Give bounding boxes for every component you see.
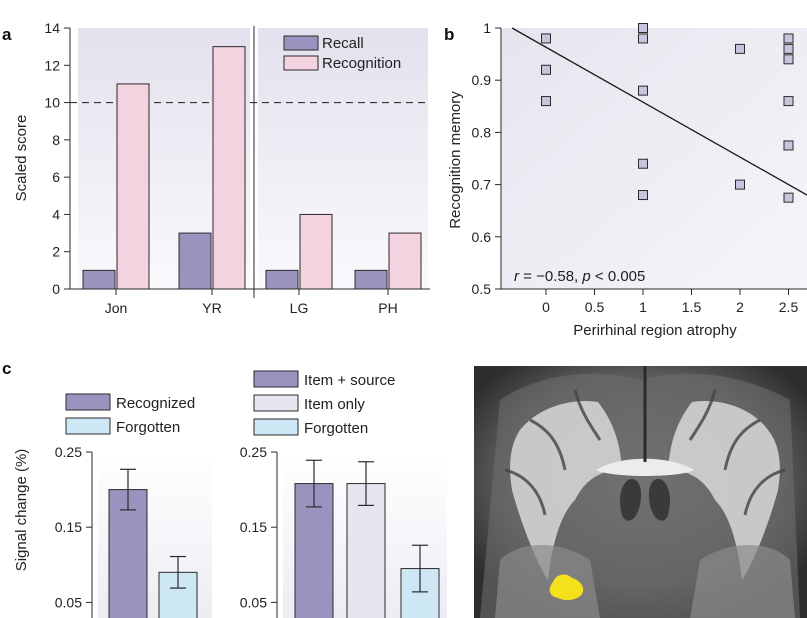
panel-b-background bbox=[501, 28, 807, 289]
legend-swatch-item-source bbox=[253, 370, 299, 388]
legend-label-recognized: Recognized bbox=[116, 395, 195, 412]
panel-b-y-tick-label: 1 bbox=[483, 20, 491, 36]
legend-swatch-recognized bbox=[65, 393, 111, 411]
panel-a-y-axis-label: Scaled score bbox=[13, 115, 30, 202]
panel-b-x-tick-label: 2 bbox=[736, 299, 744, 315]
panel-b-data-point bbox=[783, 96, 794, 107]
mri-ventricle-right bbox=[648, 479, 670, 521]
legend-swatch-forgotten-right bbox=[253, 418, 299, 436]
panel-b-data-point bbox=[638, 85, 648, 96]
panel-a-bar-recall-yr bbox=[178, 232, 212, 290]
panel-b-y-tick-label: 0.5 bbox=[472, 281, 492, 297]
panel-c-left-chart: 0.05 0.15 0.25 Signal change (%) Recognize… bbox=[13, 393, 212, 618]
panel-a-y-tick-label: 8 bbox=[52, 132, 60, 148]
panel-c-right-chart: 0.05 0.15 0.25 Item + source Item only For… bbox=[240, 370, 447, 618]
mri-temporal-lobe-right bbox=[690, 545, 795, 618]
panel-a-bar-recognition-lg bbox=[299, 213, 333, 290]
panel-c-left-legend: Recognized Forgotten bbox=[65, 393, 195, 436]
panel-a-bar-recognition-ph bbox=[388, 232, 422, 290]
panel-c-y-axis-label: Signal change (%) bbox=[13, 449, 30, 572]
panel-b-data-point bbox=[783, 43, 794, 54]
panel-letter-b: b bbox=[444, 25, 454, 44]
panel-c-right-y-tick-label: 0.15 bbox=[240, 519, 267, 535]
panel-c-right-bar-item-only bbox=[346, 483, 386, 618]
panel-b-x-tick-label: 0 bbox=[542, 299, 550, 315]
panel-b-data-point bbox=[735, 43, 745, 54]
panel-a-bar-recognition-jon bbox=[116, 83, 150, 290]
panel-c-right-legend: Item + source Item only Forgotten bbox=[253, 370, 395, 437]
panel-b-y-tick-label: 0.9 bbox=[472, 72, 492, 88]
panel-a-y-tick-label: 0 bbox=[52, 281, 60, 297]
legend-swatch-recall bbox=[283, 35, 319, 51]
legend-label-item-source: Item + source bbox=[304, 372, 395, 389]
panel-b-y-tick-label: 0.7 bbox=[472, 177, 492, 193]
panel-a-bar-recognition-yr bbox=[212, 46, 246, 290]
panel-a-x-tick-label: PH bbox=[378, 300, 397, 316]
mri-temporal-lobe-left bbox=[495, 545, 600, 618]
panel-a-x-tick-label: LG bbox=[290, 300, 309, 316]
panel-c-left-y-tick-label: 0.05 bbox=[55, 594, 82, 610]
panel-c-right-bar-forgotten bbox=[400, 568, 440, 618]
panel-a-recall-recognition-chart: 0 2 4 6 8 10 12 14 Jon YR LG PH Scaled score Recall… bbox=[13, 20, 430, 316]
panel-b-x-axis-label: Perirhinal region atrophy bbox=[573, 322, 737, 339]
panel-a-legend: Recall Recognition bbox=[283, 35, 401, 72]
legend-label-recall: Recall bbox=[322, 35, 364, 52]
mri-ventricle-left bbox=[620, 479, 642, 521]
panel-b-x-tick-label: 0.5 bbox=[585, 299, 605, 315]
legend-label-forgotten-right: Forgotten bbox=[304, 420, 368, 437]
panel-b-data-point bbox=[638, 23, 648, 33]
legend-swatch-recognition bbox=[283, 55, 319, 71]
panel-a-y-tick-label: 6 bbox=[52, 169, 60, 185]
panel-a-bar-recall-lg bbox=[265, 269, 299, 290]
panel-b-x-tick-label: 2.5 bbox=[779, 299, 799, 315]
panel-b-y-axis-label: Recognition memory bbox=[447, 91, 464, 229]
mri-white-matter-right bbox=[668, 400, 780, 580]
panel-b-y-tick-label: 0.6 bbox=[472, 229, 492, 245]
panel-b-data-point bbox=[638, 158, 648, 169]
panel-a-bar-recall-jon bbox=[82, 269, 116, 290]
panel-a-x-tick-label: YR bbox=[202, 300, 221, 316]
legend-label-recognition: Recognition bbox=[322, 55, 401, 72]
panel-b-y-tick-label: 0.8 bbox=[472, 124, 492, 140]
panel-b-data-point bbox=[735, 179, 745, 190]
panel-b-data-point bbox=[541, 33, 551, 44]
panel-b-x-tick-label: 1 bbox=[639, 299, 647, 315]
panel-a-y-tick-label: 4 bbox=[52, 206, 60, 222]
panel-a-y-tick-label: 10 bbox=[44, 95, 60, 111]
legend-label-forgotten-left: Forgotten bbox=[116, 419, 180, 436]
panel-c-left-y-tick-label: 0.25 bbox=[55, 444, 82, 460]
panel-b-data-point bbox=[541, 96, 551, 107]
mri-white-matter-left bbox=[510, 400, 622, 580]
panel-b-annotation: r = −0.58, p < 0.005 bbox=[514, 268, 645, 285]
panel-b-data-point bbox=[783, 54, 794, 65]
mri-corpus-callosum bbox=[596, 458, 694, 476]
legend-swatch-item-only bbox=[253, 394, 299, 412]
panel-c-left-y-tick-label: 0.15 bbox=[55, 519, 82, 535]
panel-b-data-point bbox=[541, 64, 551, 75]
panel-a-bar-recall-ph bbox=[354, 269, 388, 290]
panel-b-data-point bbox=[638, 33, 648, 44]
panel-b-x-tick-label: 1.5 bbox=[682, 299, 702, 315]
brain-mri-image bbox=[474, 366, 807, 618]
legend-label-item-only: Item only bbox=[304, 396, 365, 413]
panel-a-y-tick-label: 12 bbox=[44, 57, 60, 73]
panel-a-x-tick-label: Jon bbox=[105, 300, 128, 316]
panel-b-data-point bbox=[783, 33, 794, 44]
panel-letter-c: c bbox=[2, 359, 11, 378]
panel-b-data-point bbox=[783, 140, 794, 151]
mri-sulci bbox=[504, 389, 786, 516]
panel-b-data-point bbox=[783, 192, 794, 203]
panel-b-fit-line bbox=[511, 27, 807, 196]
legend-swatch-forgotten-left bbox=[65, 417, 111, 435]
panel-letter-a: a bbox=[2, 25, 12, 44]
mri-activation-spot bbox=[549, 574, 584, 601]
panel-c-right-y-tick-label: 0.05 bbox=[240, 594, 267, 610]
panel-a-y-tick-label: 14 bbox=[44, 20, 60, 36]
panel-b-data-point bbox=[638, 190, 648, 201]
panel-c-right-y-tick-label: 0.25 bbox=[240, 444, 267, 460]
panel-a-y-tick-label: 2 bbox=[52, 244, 60, 260]
